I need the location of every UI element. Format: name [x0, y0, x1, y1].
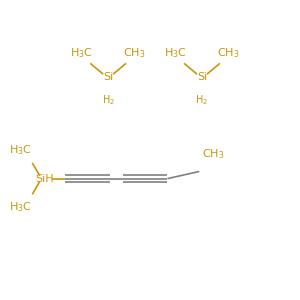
Text: H$_3$C: H$_3$C [70, 46, 93, 60]
Text: H$_2$: H$_2$ [102, 93, 115, 106]
Text: Si: Si [197, 72, 207, 82]
Text: H$_2$: H$_2$ [196, 93, 208, 106]
Text: CH$_3$: CH$_3$ [217, 46, 239, 60]
Text: H$_3$C: H$_3$C [164, 46, 187, 60]
Text: CH$_3$: CH$_3$ [123, 46, 146, 60]
Text: Si: Si [103, 72, 113, 82]
Text: CH$_3$: CH$_3$ [202, 148, 224, 161]
Text: H$_3$C: H$_3$C [9, 200, 32, 214]
Text: SiH: SiH [35, 174, 54, 184]
Text: H$_3$C: H$_3$C [9, 143, 32, 157]
